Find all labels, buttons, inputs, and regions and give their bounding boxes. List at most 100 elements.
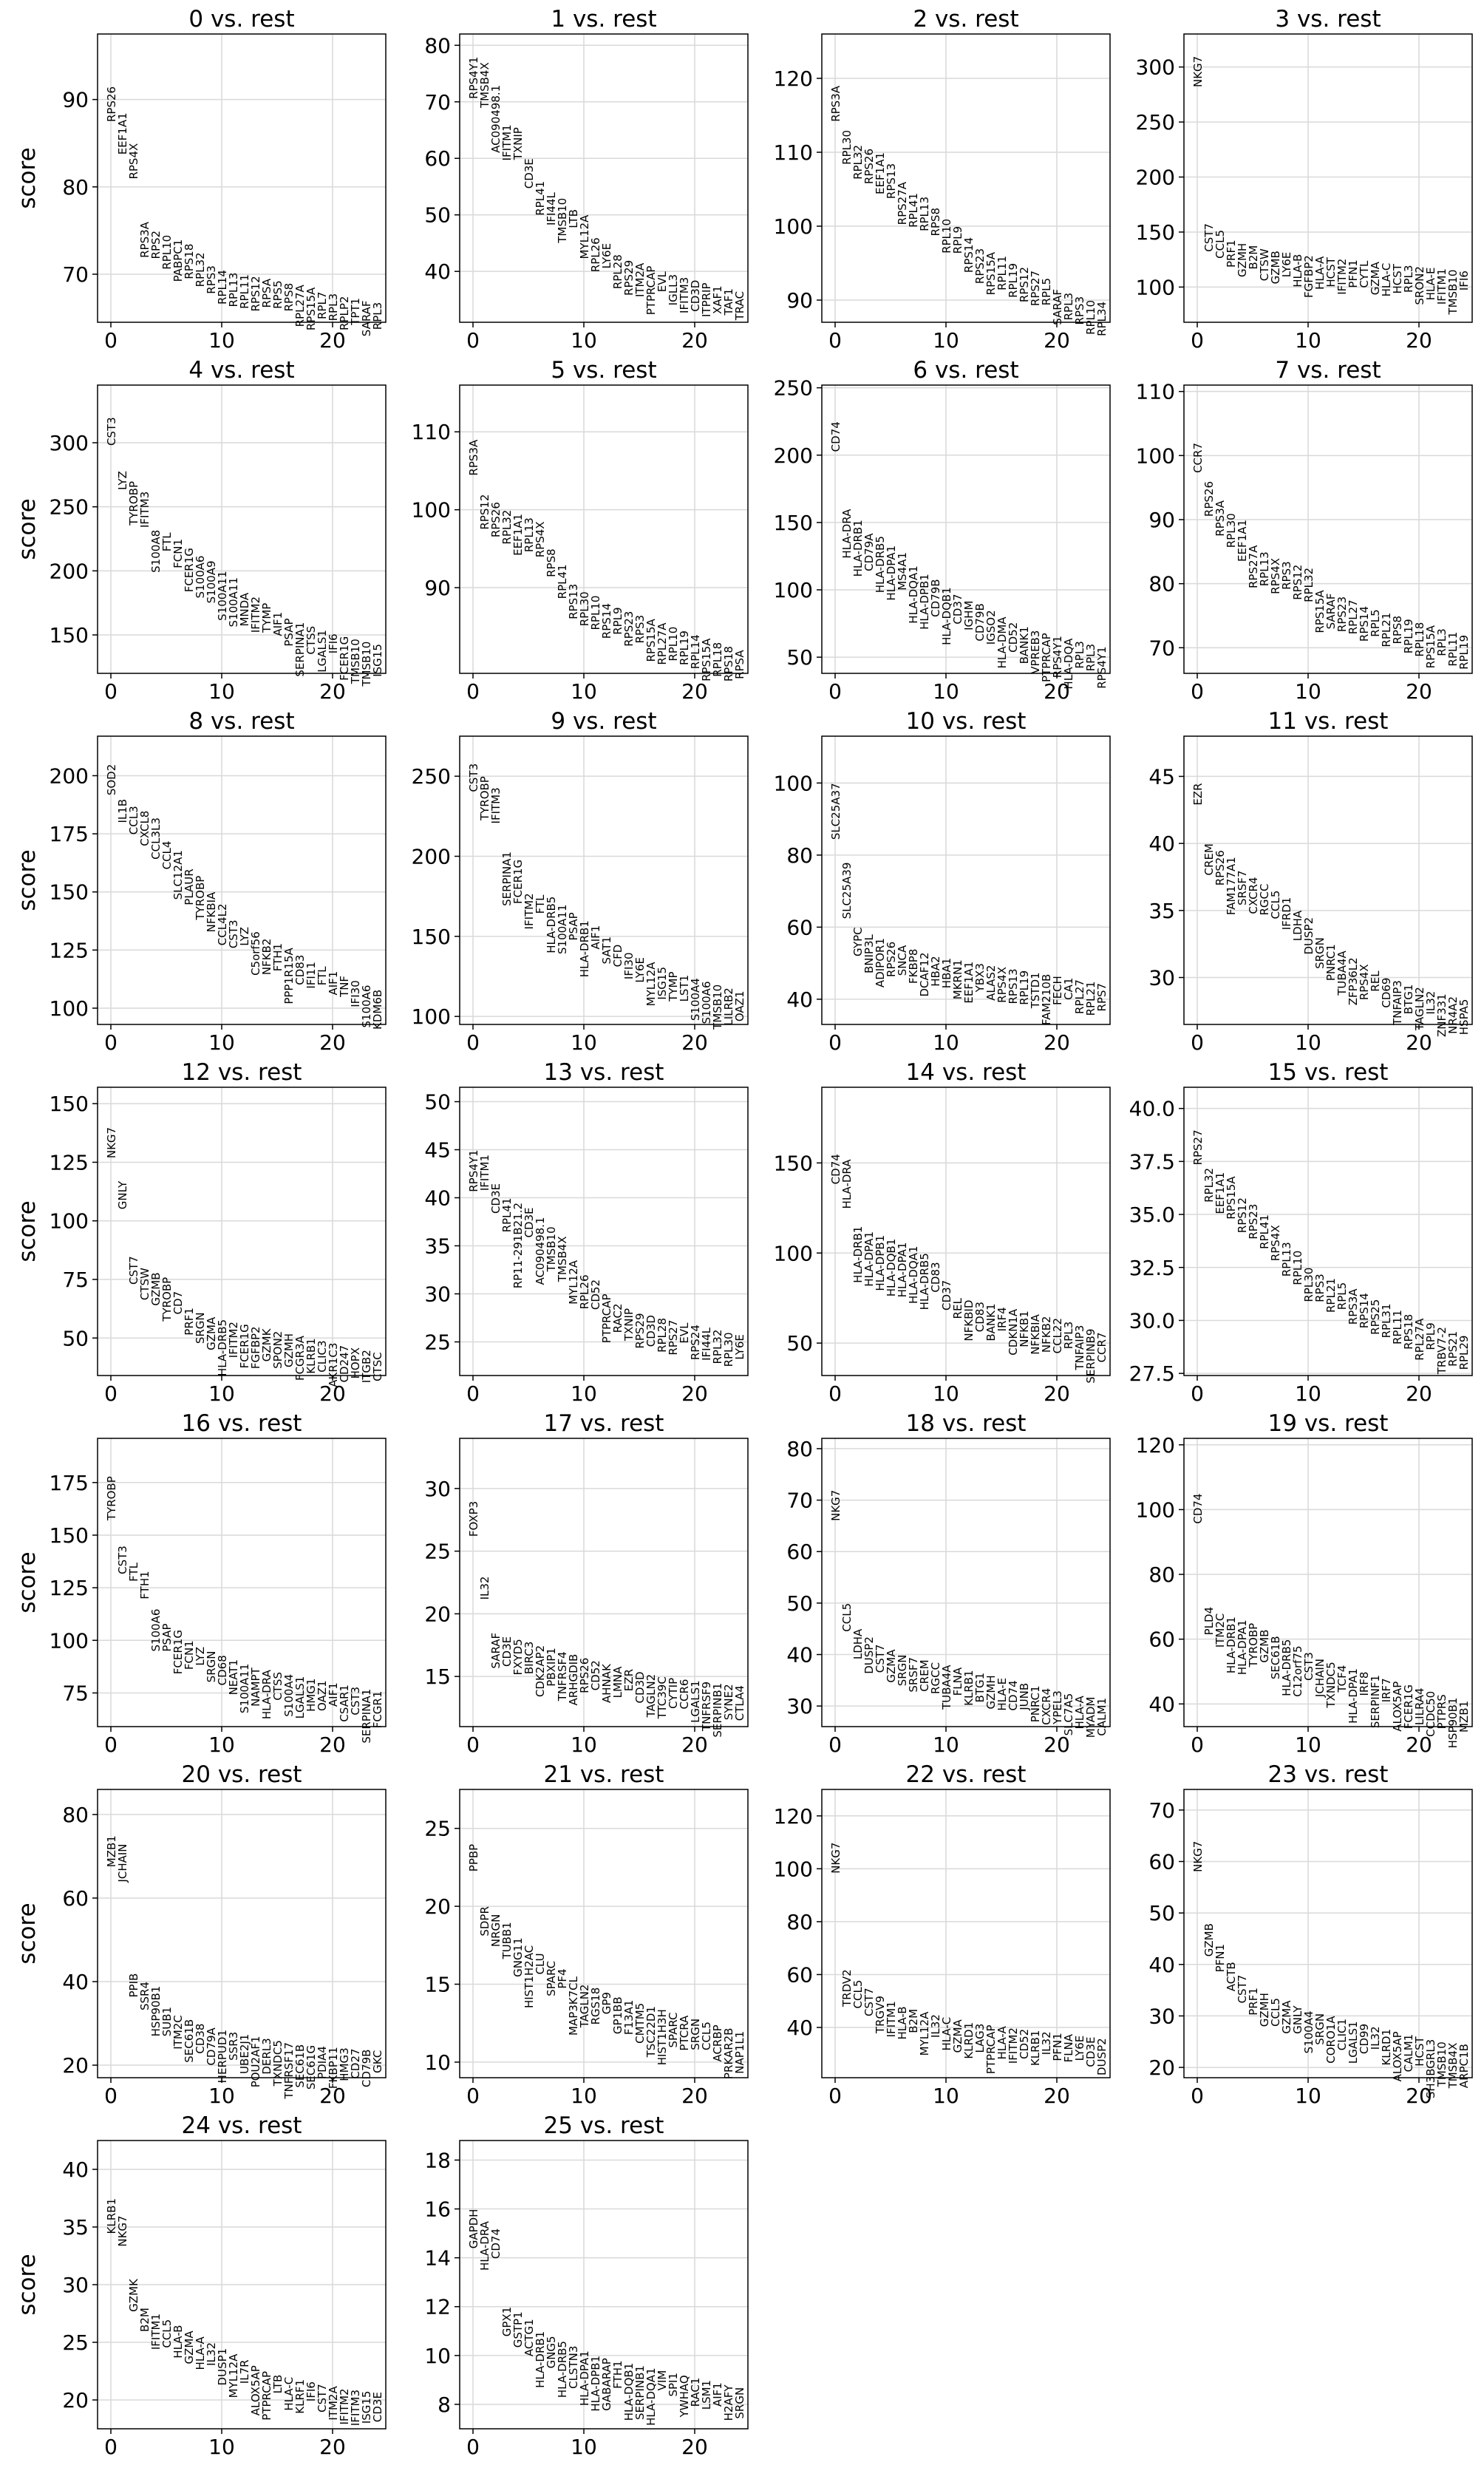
gene-label: RPL41 — [556, 564, 569, 599]
gene-label: RPS3A — [467, 439, 480, 476]
gene-label: PTPRCAP — [260, 2371, 273, 2421]
gene-label: MYADM — [1084, 1697, 1097, 1738]
y-tick-label: 110 — [1136, 380, 1175, 404]
y-tick-label: 20 — [62, 2053, 89, 2078]
gene-label: RGS18 — [589, 1988, 602, 2025]
gene-label: AC090498.1 — [489, 85, 503, 153]
gene-label: TUBA4A — [1335, 950, 1349, 996]
gene-label: LGALS1 — [293, 1676, 307, 1719]
gene-label: SERPINA1 — [360, 1689, 373, 1744]
gene-label: YWHAQ — [678, 2375, 691, 2418]
gene-label: BANK1 — [1018, 626, 1031, 664]
gene-label: GZMB — [1258, 1630, 1271, 1663]
gene-label: TRDV2 — [840, 1969, 854, 2007]
x-tick-label: 10 — [208, 1381, 235, 1406]
gene-label: RPS15A — [700, 638, 713, 681]
gene-label: VIM — [656, 2370, 669, 2391]
gene-label: SRGN — [896, 1655, 909, 1687]
x-tick-label: 20 — [1406, 1733, 1432, 1757]
gene-label: PRF1 — [1247, 1988, 1260, 2016]
x-tick-label: 20 — [319, 328, 346, 353]
gene-label: HIST1H2AC — [523, 1945, 536, 2008]
gene-label: RGCC — [1258, 884, 1271, 916]
panel-title: 5 vs. rest — [551, 357, 656, 384]
gene-label: GSTP1 — [511, 2311, 525, 2347]
gene-label: HLA-DPB1 — [589, 2356, 602, 2412]
y-tick-label: 80 — [424, 33, 451, 58]
gene-label: TYMP — [667, 972, 680, 1002]
x-tick-label: 20 — [1406, 679, 1432, 704]
gene-label: CORO1A — [1324, 2016, 1338, 2064]
gene-label: CD247 — [338, 1345, 351, 1383]
gene-label: ARPC1B — [1457, 2044, 1471, 2088]
gene-label: RPS18 — [1402, 1314, 1415, 1350]
x-tick-label: 10 — [933, 1030, 959, 1055]
panel-title: 16 vs. rest — [182, 1410, 302, 1437]
y-tick-label: 100 — [774, 1241, 813, 1265]
panel-11: 0 10 20 30 35 40 45 11 vs. rest EZR CREMRPS26FAM1… — [1148, 708, 1473, 1055]
plot-frame — [821, 1789, 1111, 2078]
y-tick-label: 15 — [424, 1665, 451, 1689]
gene-label: TUBB1 — [500, 1922, 514, 1959]
gene-label: IRF4 — [995, 1307, 1009, 1331]
gene-label: HLA-DPB1 — [874, 1235, 887, 1291]
x-tick-label: 10 — [571, 328, 597, 353]
gene-label: TYROBP — [127, 481, 140, 526]
gene-label: CST3 — [105, 417, 118, 446]
y-tick-label: 40 — [1148, 1953, 1175, 1977]
gene-label: RPL32 — [194, 252, 207, 287]
gene-label: RPS3A — [138, 221, 152, 258]
y-tick-label: 30 — [62, 2273, 89, 2297]
gene-label: LGALS1 — [1347, 2021, 1360, 2064]
gene-label: FAM177A1 — [1225, 857, 1238, 915]
y-tick-label: 200 — [50, 764, 89, 788]
gene-label: TYROBP — [1247, 1623, 1260, 1668]
gene-label: S100A6 — [360, 985, 373, 1028]
y-tick-label: 250 — [50, 495, 89, 520]
gene-label: CST7 — [862, 1988, 876, 2016]
gene-label: BTG1 — [973, 1673, 987, 1703]
gene-label: HLA-A — [995, 2025, 1009, 2059]
x-tick-label: 0 — [104, 1381, 118, 1406]
gene-label: RPS4Y1 — [1095, 647, 1109, 689]
x-tick-label: 20 — [681, 1381, 708, 1406]
gene-label: CD38 — [194, 2024, 207, 2054]
y-tick-label: 80 — [1148, 572, 1175, 596]
gene-label: SARAF — [489, 1633, 503, 1669]
gene-label: CLU — [534, 1953, 547, 1974]
gene-label: AIF1 — [271, 612, 285, 636]
gene-label: PSAP — [160, 1624, 174, 1652]
gene-label: CD69 — [1380, 978, 1393, 1008]
gene-label: GZMA — [885, 1649, 898, 1683]
gene-label: HLA-DRA — [260, 1669, 273, 1719]
gene-label: ITM2A — [633, 262, 647, 297]
gene-label: MS4A1 — [896, 552, 909, 591]
gene-label: LYZ — [238, 927, 251, 946]
gene-label: SRGN — [205, 1651, 218, 1683]
gene-label: FCER1G — [171, 1630, 185, 1674]
y-tick-label: 10 — [424, 2050, 451, 2075]
x-tick-label: 20 — [1044, 1030, 1070, 1055]
gene-label: AKR1C3 — [327, 1343, 340, 1387]
gene-label: KLRD1 — [1380, 2029, 1393, 2066]
gene-label: RPS13 — [1007, 968, 1020, 1004]
x-tick-label: 0 — [1191, 679, 1204, 704]
gene-label: NKG7 — [1191, 1841, 1205, 1872]
gene-label: RPL32 — [500, 510, 514, 545]
gene-label: FCGR1 — [371, 1691, 384, 1729]
y-tick-label: 50 — [786, 645, 813, 670]
gene-label: RPL3 — [1435, 628, 1449, 656]
gene-label: CD3E — [489, 1183, 503, 1214]
gene-label: KLRB1 — [304, 1338, 318, 1373]
gene-label: CST3 — [349, 1687, 362, 1716]
gene-label: GZMH — [282, 1333, 296, 1367]
plot-frame — [459, 2140, 749, 2430]
gene-label: ZFP36L2 — [1347, 957, 1360, 1005]
gene-label: LILRA4 — [1413, 1687, 1426, 1725]
y-tick-label: 50 — [1148, 1901, 1175, 1925]
gene-label: RPL19 — [1007, 263, 1020, 298]
gene-label: SDPR — [478, 1906, 491, 1937]
plot-frame — [459, 384, 749, 674]
gene-label: RPS14 — [1358, 1293, 1371, 1328]
gene-label: TTC39C — [656, 1676, 669, 1719]
